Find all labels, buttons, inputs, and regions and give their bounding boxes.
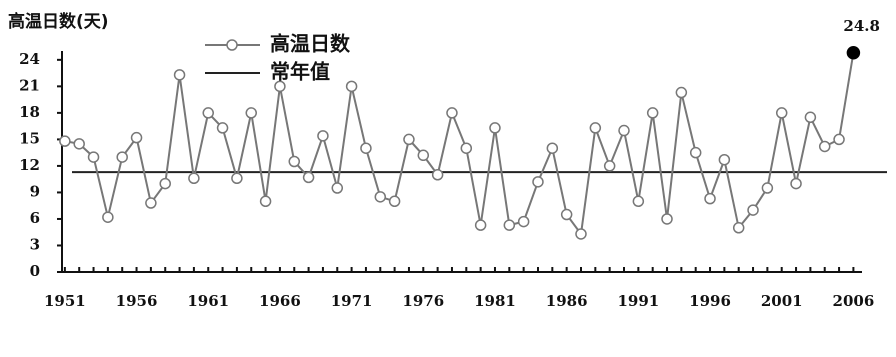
y-tick-label: 18: [19, 103, 40, 121]
data-point: [675, 86, 688, 99]
data-point: [790, 177, 802, 190]
data-point: [833, 133, 845, 146]
data-point: [646, 107, 659, 119]
data-point: [145, 197, 157, 209]
data-point: [302, 171, 315, 184]
data-point: [474, 219, 487, 231]
data-point: [546, 142, 559, 154]
data-point: [689, 146, 702, 159]
data-point: [274, 80, 286, 93]
data-point: [288, 155, 301, 168]
y-tick-label: 3: [30, 235, 40, 253]
data-point: [560, 208, 573, 221]
x-tick-label: 1976: [402, 292, 444, 310]
data-point: [87, 151, 100, 163]
x-tick-label: 1951: [44, 292, 86, 310]
legend-label: 高温日数: [270, 32, 351, 56]
data-point: [632, 195, 645, 208]
data-point: [173, 69, 186, 81]
x-tick-label: 1966: [259, 292, 301, 310]
data-point: [188, 172, 200, 185]
data-point: [661, 213, 673, 225]
legend-label: 常年值: [270, 60, 330, 84]
data-point: [431, 169, 444, 181]
legend-marker: [226, 39, 238, 51]
data-point: [73, 138, 85, 150]
data-point: [446, 107, 458, 119]
x-tick-label: 1971: [331, 292, 373, 310]
x-tick-label: 1991: [617, 292, 659, 310]
data-point: [202, 107, 214, 119]
data-point: [503, 219, 516, 231]
data-point: [403, 133, 415, 146]
x-tick-label: 2006: [833, 292, 875, 310]
data-point: [704, 192, 716, 205]
data-point: [804, 111, 817, 124]
data-point: [59, 135, 71, 147]
data-point: [460, 142, 473, 154]
data-point: [747, 204, 759, 216]
data-point: [618, 124, 630, 137]
y-tick-label: 6: [30, 209, 40, 227]
data-point: [575, 228, 587, 240]
x-tick-label: 2001: [761, 292, 803, 310]
data-point: [589, 122, 602, 134]
data-point: [846, 46, 861, 60]
y-tick-label: 0: [30, 262, 40, 280]
data-point: [259, 195, 272, 208]
data-point: [388, 195, 401, 208]
data-point: [216, 122, 229, 134]
data-point: [761, 182, 774, 194]
data-point: [374, 191, 387, 203]
data-label: 24.8: [843, 17, 880, 35]
data-point: [331, 182, 344, 194]
data-point: [489, 122, 501, 134]
data-point: [102, 211, 114, 223]
data-point: [159, 177, 171, 190]
x-tick-label: 1956: [116, 292, 158, 310]
y-tick-label: 12: [19, 156, 40, 174]
data-point: [603, 160, 616, 172]
data-point: [532, 176, 544, 188]
data-point: [245, 107, 257, 119]
x-tick-label: 1986: [546, 292, 588, 310]
chart-title: 高温日数(天): [8, 11, 109, 32]
data-point: [360, 142, 372, 154]
data-point: [417, 149, 430, 162]
data-point: [116, 151, 128, 163]
data-point: [818, 140, 831, 153]
series-line: [64, 52, 855, 237]
x-tick-label: 1996: [689, 292, 731, 310]
x-tick-label: 1961: [187, 292, 229, 310]
x-tick-label: 1981: [474, 292, 516, 310]
data-point: [718, 153, 731, 166]
y-tick-label: 9: [30, 182, 40, 200]
data-point: [231, 172, 243, 185]
data-point: [130, 131, 143, 144]
y-tick-label: 24: [19, 50, 40, 68]
y-tick-label: 21: [19, 76, 40, 94]
data-point: [317, 130, 329, 142]
data-point: [775, 107, 788, 119]
data-point: [345, 80, 358, 93]
data-point: [732, 222, 745, 234]
data-point: [517, 215, 530, 228]
y-tick-label: 15: [19, 129, 40, 147]
